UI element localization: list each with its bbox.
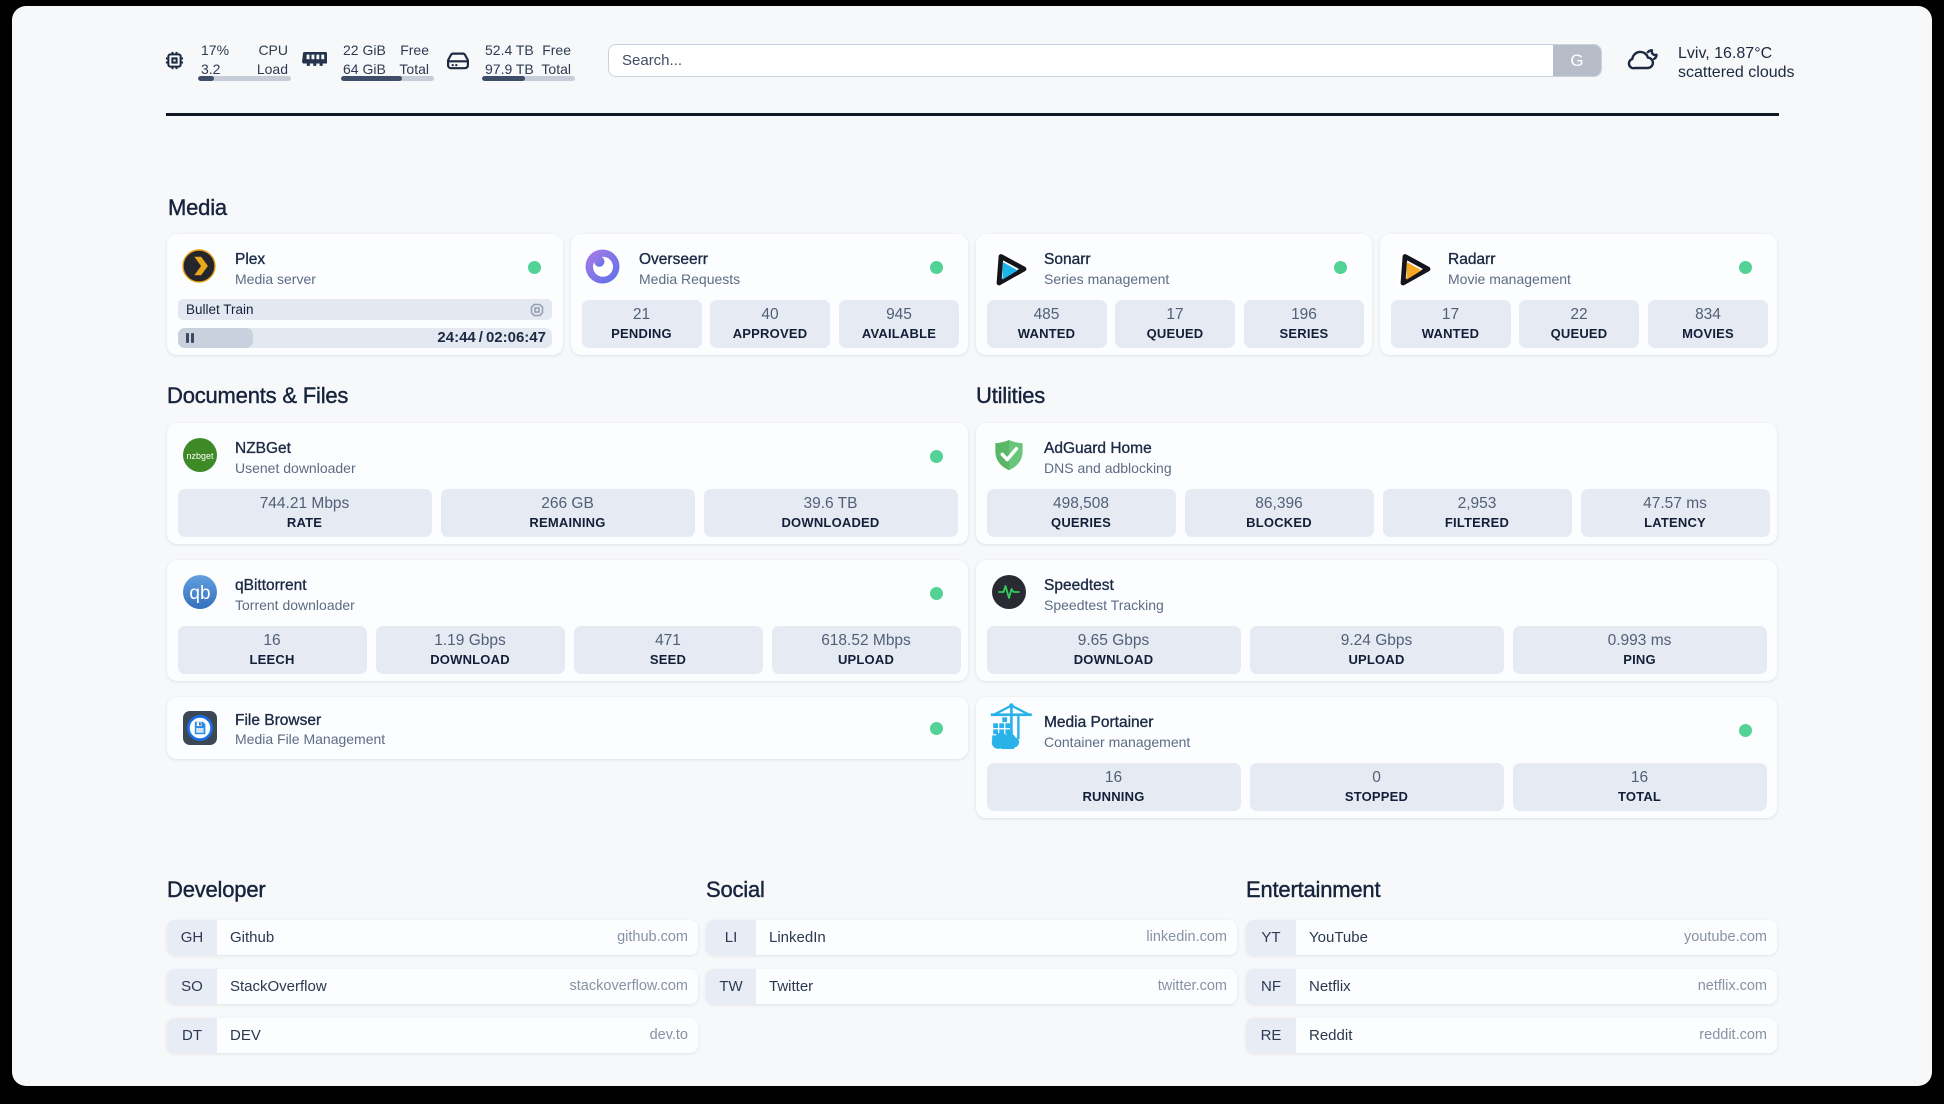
- svg-text:nzbget: nzbget: [186, 451, 214, 461]
- svg-text:qb: qb: [189, 583, 210, 604]
